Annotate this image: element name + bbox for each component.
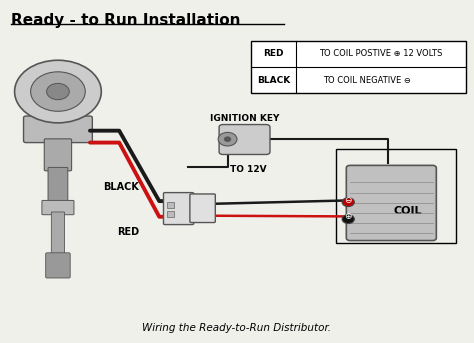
Text: RED: RED [263, 49, 283, 58]
Circle shape [218, 132, 237, 146]
FancyBboxPatch shape [51, 212, 64, 255]
FancyBboxPatch shape [42, 200, 74, 215]
FancyBboxPatch shape [164, 192, 194, 225]
FancyBboxPatch shape [346, 165, 437, 240]
FancyBboxPatch shape [48, 167, 68, 203]
Bar [167, 202, 174, 208]
FancyBboxPatch shape [24, 116, 92, 143]
FancyBboxPatch shape [46, 253, 70, 278]
FancyBboxPatch shape [219, 125, 270, 154]
FancyBboxPatch shape [251, 40, 465, 93]
Circle shape [31, 72, 85, 111]
FancyBboxPatch shape [190, 194, 215, 223]
Text: IGNITION KEY: IGNITION KEY [210, 114, 279, 123]
Circle shape [342, 198, 355, 206]
Text: Ready - to Run Installation: Ready - to Run Installation [11, 13, 240, 28]
Text: BLACK: BLACK [256, 75, 290, 85]
Circle shape [342, 215, 355, 224]
Text: TO COIL NEGATIVE ⊖: TO COIL NEGATIVE ⊖ [323, 75, 410, 85]
Text: TO 12V: TO 12V [230, 165, 266, 174]
Circle shape [15, 60, 101, 123]
Text: COIL: COIL [393, 206, 422, 216]
Text: TO COIL POSTIVE ⊕ 12 VOLTS: TO COIL POSTIVE ⊕ 12 VOLTS [319, 49, 442, 58]
Text: RED: RED [118, 227, 140, 237]
Text: Wiring the Ready-to-Run Distributor.: Wiring the Ready-to-Run Distributor. [143, 323, 331, 333]
FancyBboxPatch shape [44, 139, 72, 171]
Text: ⊕: ⊕ [345, 212, 352, 221]
Text: ⊖: ⊖ [345, 196, 352, 205]
Bar [167, 211, 174, 217]
Circle shape [224, 137, 231, 142]
Circle shape [46, 83, 69, 100]
Text: BLACK: BLACK [104, 182, 139, 192]
